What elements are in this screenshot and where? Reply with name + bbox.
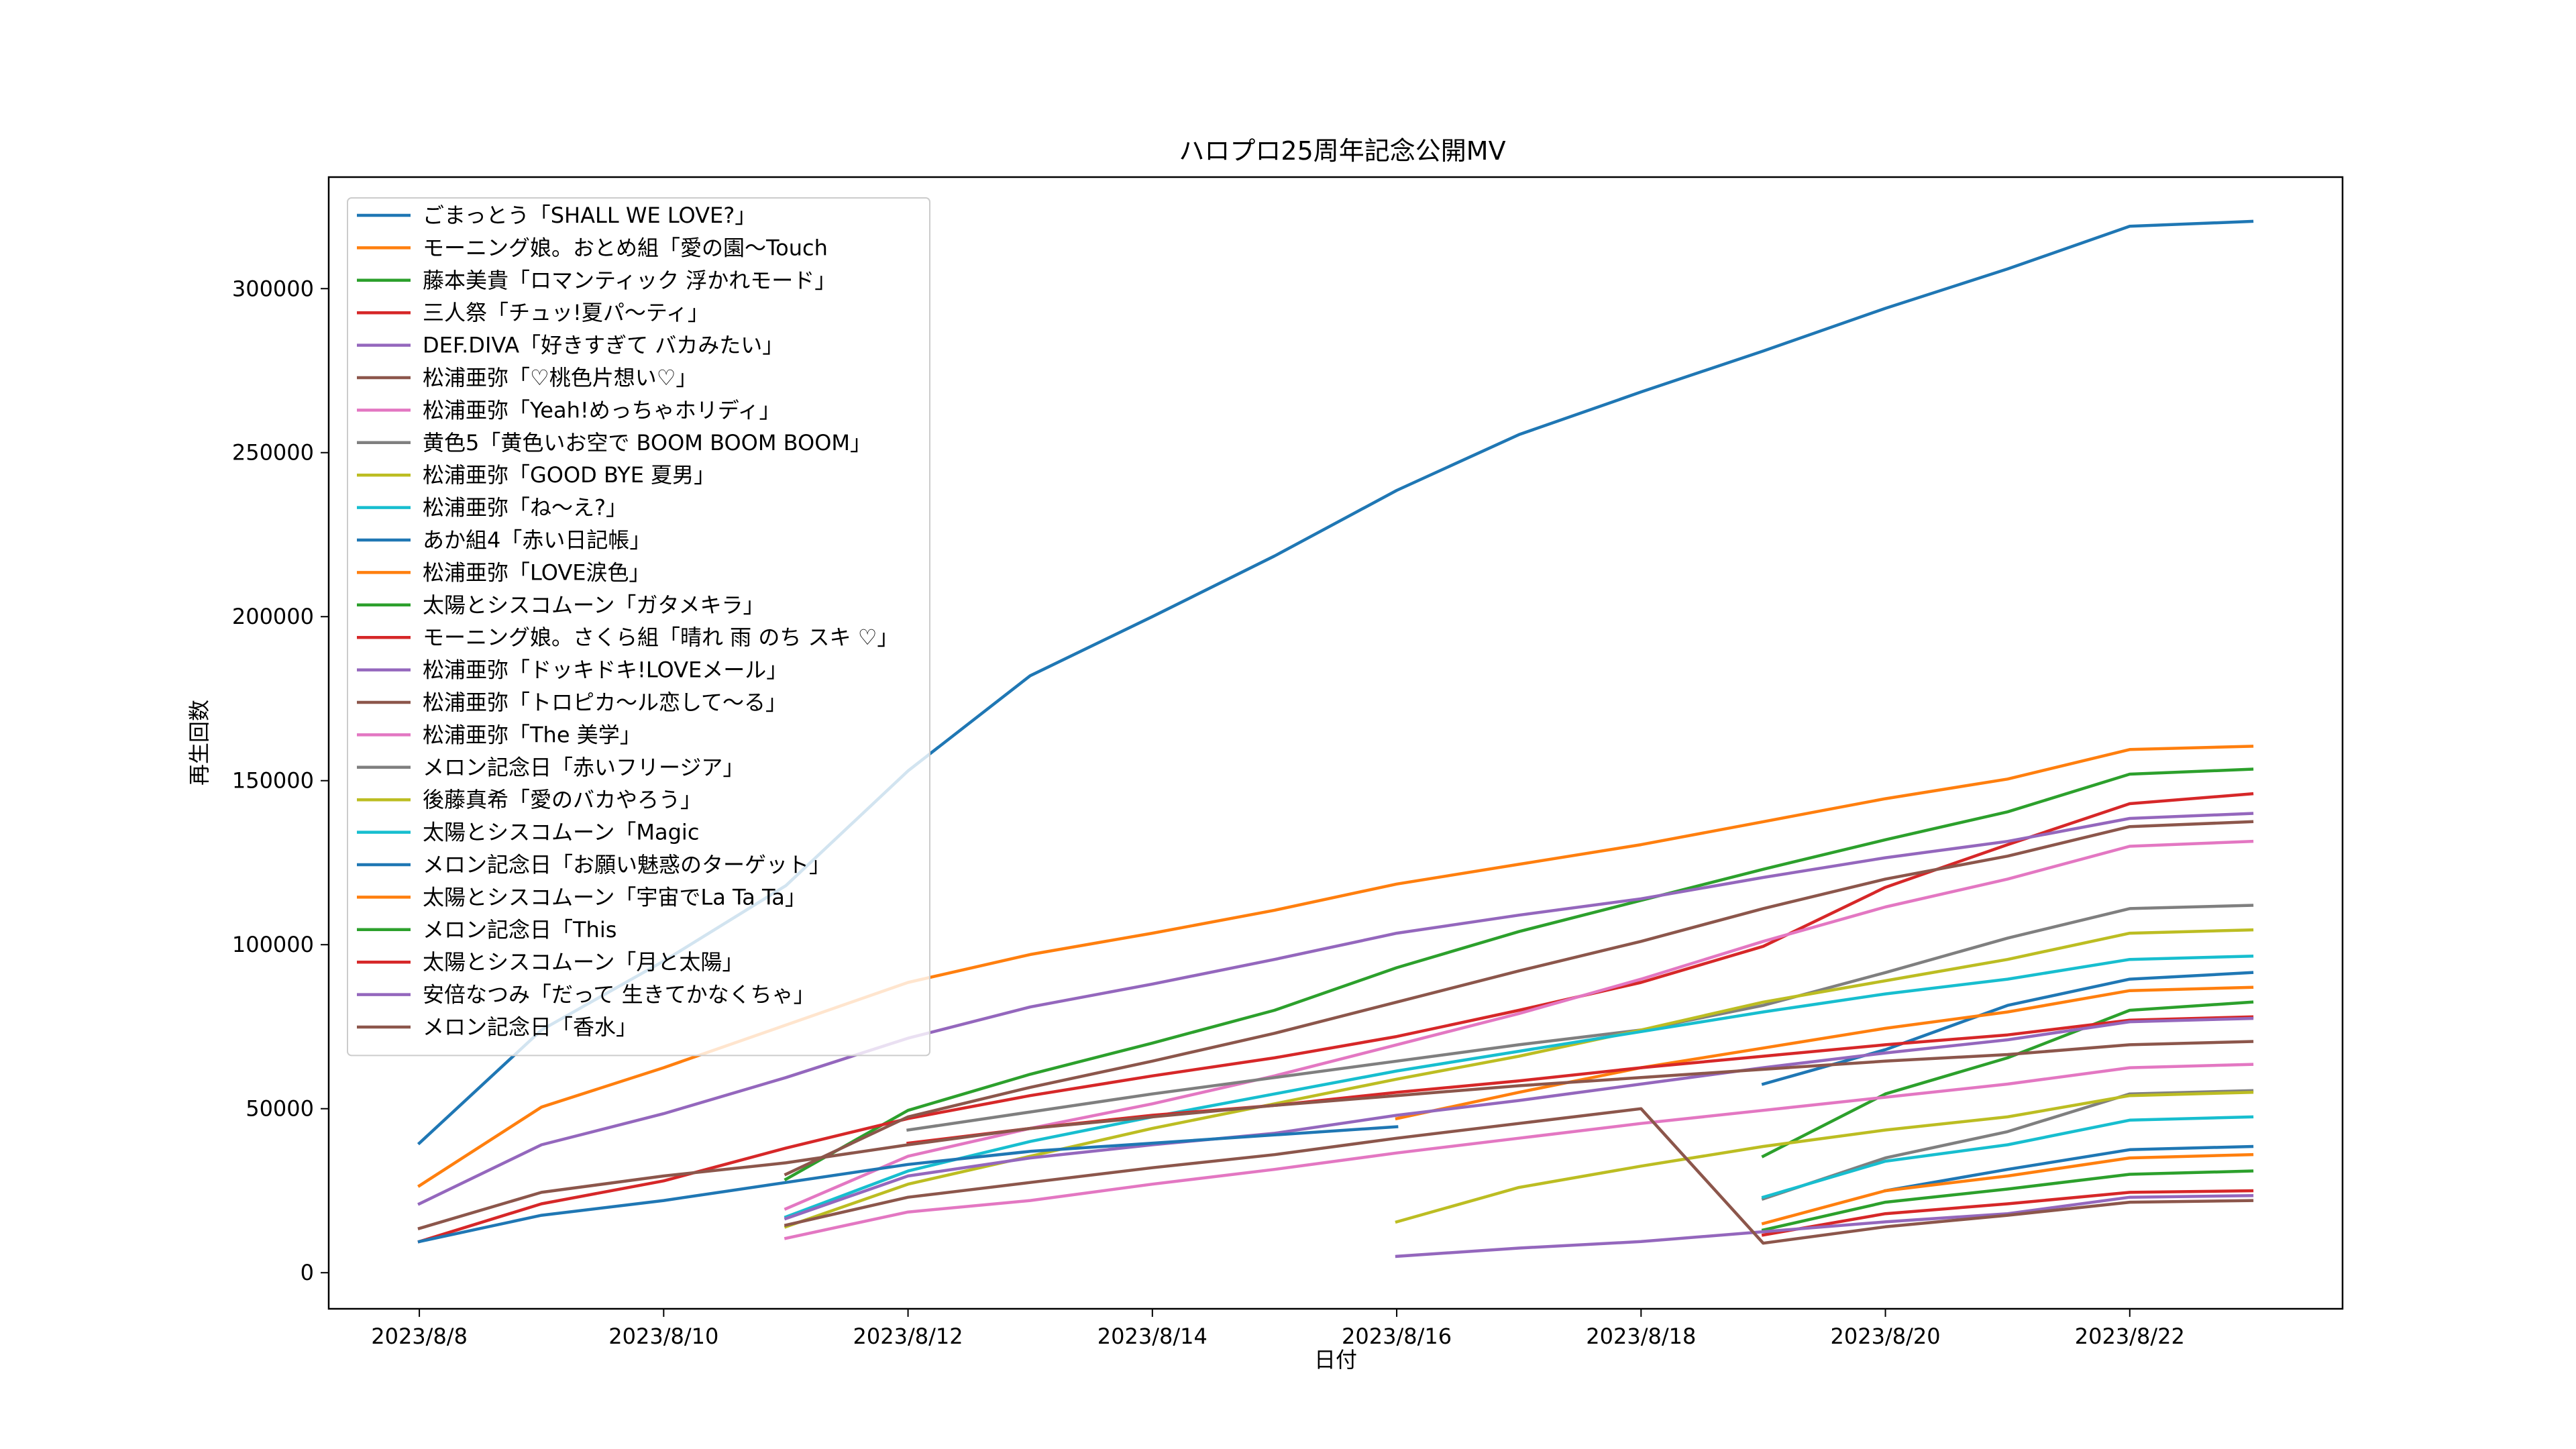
legend-label: 太陽とシスコムーン「月と太陽」: [423, 949, 743, 975]
x-tick-label: 2023/8/22: [2075, 1324, 2185, 1349]
legend-label: 松浦亜弥「ドッキドキ!LOVEメール」: [423, 657, 788, 683]
legend-label: メロン記念日「赤いフリージア」: [423, 755, 744, 780]
legend-label: DEF.DIVA「好きすぎて バカみたい」: [423, 333, 784, 358]
legend-label: 松浦亜弥「トロピカ〜ル恋して〜る」: [423, 690, 787, 715]
y-tick-label: 100000: [232, 932, 314, 957]
x-tick-label: 2023/8/16: [1342, 1324, 1452, 1349]
y-tick-label: 200000: [232, 604, 314, 629]
plot-frame: [327, 176, 2344, 1310]
series-line-16: [417, 1040, 2254, 1230]
series-line-9: [784, 928, 2254, 1229]
series-line-23: [1761, 1169, 2254, 1232]
y-tick-label: 250000: [232, 440, 314, 466]
legend-label: 安倍なつみ「だって 生きてかなくちゃ」: [423, 982, 815, 1008]
legend-label: ごまっとう「SHALL WE LOVE?」: [423, 203, 756, 228]
legend-label: 松浦亜弥「The 美学」: [423, 722, 641, 747]
series-line-13: [1761, 1000, 2254, 1159]
legend-label: 松浦亜弥「ね〜え?」: [423, 495, 627, 521]
x-axis: 2023/8/8 2023/8/10 2023/8/12 2023/8/14 2023/…: [371, 1309, 2185, 1349]
legend-label: 太陽とシスコムーン「Magic: [423, 820, 699, 845]
legend-label: メロン記念日「This: [423, 917, 616, 943]
series-line-6: [784, 820, 2254, 1177]
legend-label: 松浦亜弥「Yeah!めっちゃホリディ」: [423, 397, 780, 423]
chart-title: ハロプロ25周年記念公開MV: [1179, 136, 1505, 166]
x-axis-title: 日付: [1314, 1347, 1357, 1373]
series-line-22: [1761, 1152, 2254, 1226]
series-line-18: [1761, 1089, 2254, 1201]
series-line-4: [417, 792, 2254, 1244]
series-line-26: [784, 1107, 2254, 1245]
x-tick-label: 2023/8/14: [1097, 1324, 1208, 1349]
legend-box: [347, 197, 930, 1057]
x-tick-label: 2023/8/12: [853, 1324, 963, 1349]
legend-label: 松浦亜弥「♡桃色片想い♡」: [423, 365, 697, 390]
x-tick-label: 2023/8/8: [371, 1324, 468, 1349]
legend-label: 松浦亜弥「GOOD BYE 夏男」: [423, 462, 715, 488]
legend-label: 太陽とシスコムーン「宇宙でLa Ta Ta」: [423, 884, 806, 910]
series-line-21: [417, 1125, 2254, 1244]
series-line-24: [1761, 1189, 2254, 1237]
plot-area: [417, 219, 2254, 1258]
y-axis-title: 再生回数: [186, 700, 212, 786]
series-line-11: [1761, 971, 2254, 1086]
series-line-20: [1761, 1115, 2254, 1199]
legend-label: モーニング娘。おとめ組「愛の園〜Touch: [423, 235, 828, 260]
y-tick-label: 150000: [232, 768, 314, 794]
series-line-5: [417, 812, 2254, 1206]
legend-label: モーニング娘。さくら組「晴れ 雨 のち スキ ♡」: [423, 625, 898, 650]
x-tick-label: 2023/8/20: [1831, 1324, 1941, 1349]
legend: ごまっとう「SHALL WE LOVE?」モーニング娘。おとめ組「愛の園〜Tou…: [347, 197, 930, 1057]
legend-label: 後藤真希「愛のバカやろう」: [423, 787, 702, 812]
y-tick-label: 300000: [232, 276, 314, 301]
legend-label: メロン記念日「香水」: [423, 1014, 637, 1040]
legend-label: 黄色5「黄色いお空で BOOM BOOM BOOM」: [423, 430, 871, 455]
series-line-15: [784, 1016, 2254, 1221]
series-line-19: [1395, 1090, 2254, 1224]
y-tick-label: 0: [301, 1260, 314, 1285]
series-line-12: [1395, 985, 2254, 1121]
series-line-25: [1395, 1194, 2254, 1258]
series-line-10: [784, 954, 2254, 1219]
legend-label: 松浦亜弥「LOVE涙色」: [423, 559, 650, 585]
legend-label: メロン記念日「お願い魅惑のターゲット」: [423, 852, 830, 877]
series-line-8: [906, 904, 2254, 1132]
series-line-17: [784, 1063, 2254, 1240]
legend-label: 藤本美貴「ロマンティック 浮かれモード」: [423, 268, 836, 293]
legend-label: あか組4「赤い日記帳」: [423, 527, 651, 553]
x-tick-label: 2023/8/10: [608, 1324, 718, 1349]
x-tick-label: 2023/8/18: [1586, 1324, 1696, 1349]
legend-label: 三人祭「チュッ!夏パ〜ティ」: [423, 300, 709, 325]
y-tick-label: 50000: [246, 1096, 314, 1122]
series-line-3: [784, 767, 2254, 1181]
y-axis: 0 50000 100000 150000 200000 250000 300000: [232, 276, 329, 1285]
legend-label: 太陽とシスコムーン「ガタメキラ」: [423, 592, 764, 618]
